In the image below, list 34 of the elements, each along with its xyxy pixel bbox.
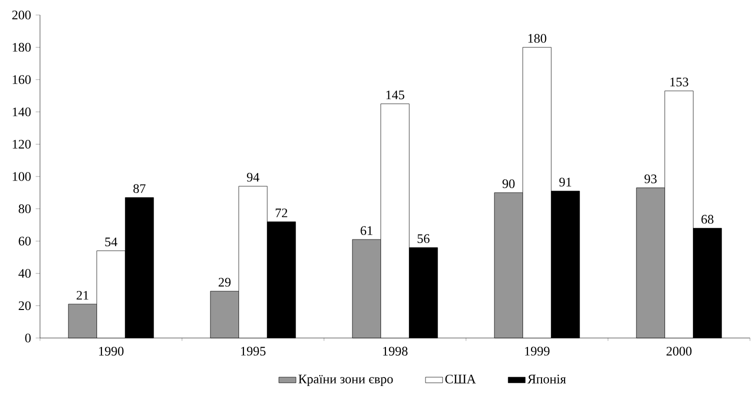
data-label: 29 <box>218 278 231 287</box>
data-label: 145 <box>386 90 404 100</box>
data-label: 68 <box>701 214 714 224</box>
x-tick-label: 1995 <box>241 346 266 356</box>
x-tick-label: 1999 <box>525 346 550 356</box>
data-label: 21 <box>76 290 88 300</box>
legend-label: Країни зони євро <box>298 374 393 386</box>
y-tick-label: 180 <box>12 42 31 52</box>
y-tick-label: 60 <box>18 236 31 246</box>
x-tick-label: 1998 <box>383 346 408 356</box>
data-label: 94 <box>246 172 260 182</box>
data-label: 72 <box>276 208 288 218</box>
y-tick-label: 20 <box>18 301 31 310</box>
data-label: 87 <box>133 184 146 193</box>
data-label: 93 <box>644 174 657 184</box>
y-tick-label: 160 <box>12 75 31 84</box>
y-tick-label: 200 <box>12 10 31 20</box>
y-tick-label: 0 <box>25 334 31 342</box>
y-tick-label: 100 <box>12 172 31 181</box>
y-tick-label: 40 <box>18 269 31 278</box>
y-tick-label: 120 <box>12 140 31 149</box>
y-tick-label: 140 <box>12 108 31 116</box>
data-label: 153 <box>670 78 688 86</box>
data-label: 91 <box>559 178 572 186</box>
data-label: 54 <box>105 238 118 246</box>
data-label: 90 <box>502 179 515 188</box>
legend-label: Японія <box>527 374 566 384</box>
x-tick-label: 2000 <box>666 346 692 356</box>
data-label: 180 <box>528 34 546 43</box>
data-label: 61 <box>360 226 372 235</box>
legend-label: США <box>445 374 476 384</box>
data-label: 56 <box>418 234 430 244</box>
y-tick-label: 80 <box>18 204 31 214</box>
x-tick-label: 1990 <box>99 346 124 356</box>
